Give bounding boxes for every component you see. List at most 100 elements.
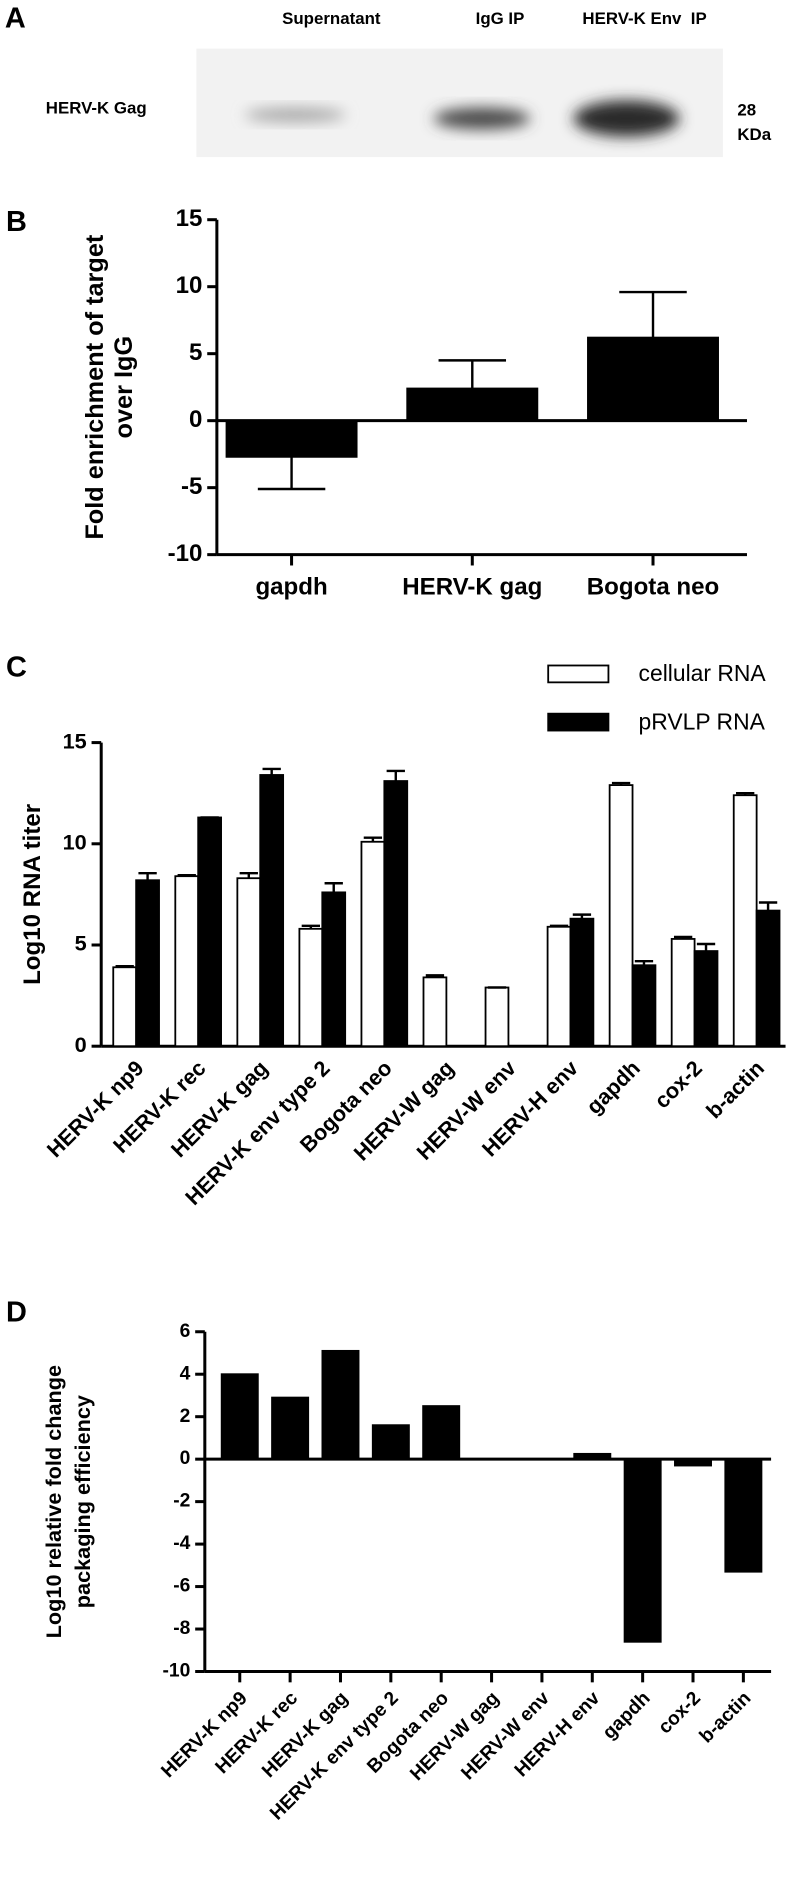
bar <box>422 976 448 1048</box>
legend-swatch <box>547 712 610 732</box>
bar <box>623 1458 662 1643</box>
bar <box>406 387 539 422</box>
bar <box>259 774 285 1048</box>
x-tick-label: cox-2 <box>649 1055 707 1113</box>
y-tick-label: -10 <box>168 540 203 567</box>
error-bar <box>696 942 716 952</box>
bar <box>484 986 510 1048</box>
y-tick-label: -4 <box>173 1533 190 1554</box>
error-bar <box>363 836 383 842</box>
y-tick-label: 15 <box>63 728 87 753</box>
y-tick-label: 10 <box>176 272 203 299</box>
bar <box>321 891 347 1048</box>
error-bar <box>549 924 569 927</box>
error-bar <box>611 781 631 786</box>
blot-band <box>573 100 680 137</box>
bar <box>732 794 758 1048</box>
bar <box>360 840 386 1048</box>
error-bar <box>572 913 592 919</box>
bar <box>670 938 696 1048</box>
band-label: HERV-K Gag <box>46 98 147 117</box>
x-tick-label: b-actin <box>701 1055 769 1123</box>
bar <box>674 1458 712 1467</box>
lane-label: IgG IP <box>476 9 525 28</box>
bar <box>371 1424 410 1461</box>
bar <box>573 1452 612 1461</box>
y-axis-label: Log10 RNA titer <box>19 804 46 985</box>
panel-label: D <box>6 1296 27 1328</box>
bar <box>112 966 138 1048</box>
error-bar <box>257 456 326 491</box>
size-label: 28 <box>737 101 756 120</box>
y-tick-label: 6 <box>180 1321 191 1342</box>
lane-label: HERV-K Env IP <box>582 9 706 28</box>
y-tick-label: 10 <box>63 830 87 855</box>
legend-label: cellular RNA <box>639 660 767 686</box>
bar <box>546 925 572 1048</box>
bar <box>298 927 324 1048</box>
error-bar <box>619 290 687 338</box>
y-tick-label: -2 <box>173 1491 190 1512</box>
y-axis-label: Fold enrichment of target <box>81 234 109 540</box>
bar <box>271 1396 310 1461</box>
x-tick-label: HERV-W env <box>458 1688 555 1785</box>
y-axis-label: Log10 relative fold change <box>41 1365 66 1638</box>
legend-label: pRVLP RNA <box>639 708 766 734</box>
bar <box>587 336 719 422</box>
error-bar <box>262 767 281 775</box>
error-bar <box>634 959 654 966</box>
blot-band <box>244 107 346 123</box>
error-bar <box>138 871 157 881</box>
y-tick-label: -6 <box>173 1576 190 1597</box>
y-tick-label: -5 <box>181 473 202 500</box>
error-bar <box>736 791 755 796</box>
panel-label: B <box>6 206 27 238</box>
bar <box>422 1405 461 1461</box>
x-tick-label: gapdh <box>255 574 327 601</box>
error-bar <box>386 769 405 782</box>
x-tick-label: gapdh <box>599 1688 655 1744</box>
error-bar <box>301 924 321 929</box>
bar <box>220 1373 259 1461</box>
error-bar <box>758 901 778 911</box>
y-tick-label: -8 <box>173 1618 190 1639</box>
bar <box>693 950 719 1048</box>
y-tick-label: 5 <box>75 931 87 956</box>
y-axis-label: packaging efficiency <box>70 1395 95 1608</box>
x-tick-label: gapdh <box>581 1055 645 1119</box>
x-tick-label: HERV-K np9 <box>158 1688 252 1782</box>
bar <box>174 875 200 1048</box>
y-tick-label: 15 <box>176 205 203 232</box>
bar <box>383 780 409 1048</box>
blot-band <box>433 107 531 130</box>
y-tick-label: -10 <box>163 1661 191 1682</box>
bar <box>608 784 634 1048</box>
bar <box>755 909 781 1048</box>
bar <box>724 1458 763 1573</box>
y-axis-label: over IgG <box>110 336 138 439</box>
bar <box>321 1349 360 1461</box>
error-bar <box>239 871 258 879</box>
y-tick-label: 4 <box>180 1363 191 1384</box>
y-tick-label: 0 <box>75 1032 87 1057</box>
error-bar <box>115 965 134 968</box>
error-bar <box>673 935 693 939</box>
x-tick-label: b-actin <box>696 1688 756 1748</box>
bar <box>225 419 358 458</box>
size-unit: KDa <box>737 125 771 144</box>
lane-label: Supernatant <box>282 9 381 28</box>
bar <box>236 877 262 1048</box>
bar <box>135 879 160 1048</box>
error-bar <box>438 359 507 389</box>
y-tick-label: 0 <box>180 1448 191 1469</box>
bar <box>197 816 222 1048</box>
y-tick-label: 5 <box>189 339 202 366</box>
y-tick-label: 2 <box>180 1406 191 1427</box>
x-tick-label: HERV-K gag <box>402 574 542 601</box>
error-bar <box>324 882 343 893</box>
x-tick-label: Bogota neo <box>587 574 719 601</box>
bar <box>631 964 657 1048</box>
error-bar <box>425 974 445 978</box>
error-bar <box>177 873 196 877</box>
